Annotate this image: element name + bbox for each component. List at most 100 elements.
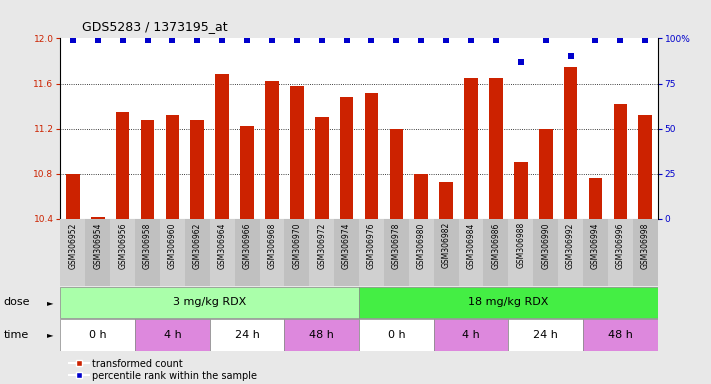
Bar bbox=[483, 219, 508, 286]
Bar bbox=[191, 120, 204, 219]
Bar bbox=[583, 219, 608, 286]
Bar bbox=[91, 217, 105, 219]
Point bbox=[141, 37, 154, 43]
Bar bbox=[85, 219, 110, 286]
Point bbox=[565, 53, 576, 60]
Text: 4 h: 4 h bbox=[164, 330, 181, 340]
Text: GSM306990: GSM306990 bbox=[541, 222, 550, 269]
Bar bbox=[141, 120, 154, 219]
Point bbox=[241, 37, 253, 43]
Text: GSM306962: GSM306962 bbox=[193, 222, 202, 269]
Bar bbox=[340, 97, 353, 219]
Bar bbox=[459, 219, 483, 286]
Bar bbox=[359, 319, 434, 351]
Point bbox=[365, 37, 377, 43]
Bar bbox=[415, 174, 428, 219]
Bar bbox=[589, 178, 602, 219]
Bar bbox=[464, 78, 478, 219]
Text: GSM306974: GSM306974 bbox=[342, 222, 351, 269]
Bar bbox=[489, 78, 503, 219]
Text: 48 h: 48 h bbox=[608, 330, 633, 340]
Bar bbox=[608, 219, 633, 286]
Text: GSM306982: GSM306982 bbox=[442, 222, 451, 268]
Bar bbox=[564, 66, 577, 219]
Bar bbox=[434, 219, 459, 286]
Bar bbox=[235, 219, 260, 286]
Point bbox=[490, 37, 501, 43]
Point bbox=[341, 37, 352, 43]
Text: ►: ► bbox=[47, 331, 53, 339]
Text: GSM306992: GSM306992 bbox=[566, 222, 575, 269]
Text: GSM306998: GSM306998 bbox=[641, 222, 650, 269]
Bar bbox=[409, 219, 434, 286]
Bar bbox=[135, 319, 210, 351]
Text: 0 h: 0 h bbox=[387, 330, 405, 340]
Text: 3 mg/kg RDX: 3 mg/kg RDX bbox=[173, 297, 247, 308]
Text: GSM306956: GSM306956 bbox=[118, 222, 127, 269]
Bar bbox=[60, 219, 85, 286]
Bar bbox=[539, 129, 552, 219]
Text: GSM306984: GSM306984 bbox=[466, 222, 476, 269]
Point bbox=[391, 37, 402, 43]
Text: 24 h: 24 h bbox=[533, 330, 558, 340]
Text: GSM306952: GSM306952 bbox=[68, 222, 77, 269]
Text: GSM306994: GSM306994 bbox=[591, 222, 600, 269]
Point bbox=[191, 37, 203, 43]
Text: GDS5283 / 1373195_at: GDS5283 / 1373195_at bbox=[82, 20, 228, 33]
Bar bbox=[60, 319, 135, 351]
Bar bbox=[290, 86, 304, 219]
Text: time: time bbox=[4, 330, 29, 340]
Text: 0 h: 0 h bbox=[89, 330, 107, 340]
Point bbox=[465, 37, 476, 43]
Text: GSM306988: GSM306988 bbox=[516, 222, 525, 268]
Text: GSM306960: GSM306960 bbox=[168, 222, 177, 269]
Bar bbox=[210, 319, 284, 351]
Point bbox=[67, 37, 78, 43]
Bar bbox=[638, 115, 652, 219]
Bar bbox=[160, 219, 185, 286]
Bar bbox=[439, 182, 453, 219]
Bar bbox=[334, 219, 359, 286]
Text: GSM306970: GSM306970 bbox=[292, 222, 301, 269]
Bar bbox=[359, 219, 384, 286]
Bar bbox=[614, 104, 627, 219]
Point bbox=[440, 37, 452, 43]
Point bbox=[589, 37, 601, 43]
Text: GSM306996: GSM306996 bbox=[616, 222, 625, 269]
Text: GSM306958: GSM306958 bbox=[143, 222, 152, 269]
Bar bbox=[110, 219, 135, 286]
Text: GSM306964: GSM306964 bbox=[218, 222, 227, 269]
Text: GSM306986: GSM306986 bbox=[491, 222, 501, 269]
Bar bbox=[284, 319, 359, 351]
Bar bbox=[583, 319, 658, 351]
Point bbox=[614, 37, 626, 43]
Point bbox=[540, 37, 551, 43]
Bar bbox=[260, 219, 284, 286]
Bar bbox=[185, 219, 210, 286]
Text: GSM306966: GSM306966 bbox=[242, 222, 252, 269]
Bar bbox=[359, 287, 658, 318]
Point bbox=[316, 37, 327, 43]
Bar bbox=[166, 115, 179, 219]
Text: 18 mg/kg RDX: 18 mg/kg RDX bbox=[468, 297, 549, 308]
Bar bbox=[210, 219, 235, 286]
Bar bbox=[284, 219, 309, 286]
Point bbox=[415, 37, 427, 43]
Bar bbox=[309, 219, 334, 286]
Bar bbox=[365, 93, 378, 219]
Bar bbox=[633, 219, 658, 286]
Text: GSM306954: GSM306954 bbox=[93, 222, 102, 269]
Point bbox=[166, 37, 178, 43]
Point bbox=[292, 37, 303, 43]
Legend: transformed count, percentile rank within the sample: transformed count, percentile rank withi… bbox=[65, 355, 260, 384]
Text: GSM306972: GSM306972 bbox=[317, 222, 326, 269]
Text: ►: ► bbox=[47, 298, 53, 307]
Text: GSM306968: GSM306968 bbox=[267, 222, 277, 269]
Bar bbox=[60, 287, 359, 318]
Text: GSM306980: GSM306980 bbox=[417, 222, 426, 269]
Bar bbox=[508, 319, 583, 351]
Bar bbox=[384, 219, 409, 286]
Bar bbox=[66, 174, 80, 219]
Text: GSM306978: GSM306978 bbox=[392, 222, 401, 269]
Point bbox=[639, 37, 651, 43]
